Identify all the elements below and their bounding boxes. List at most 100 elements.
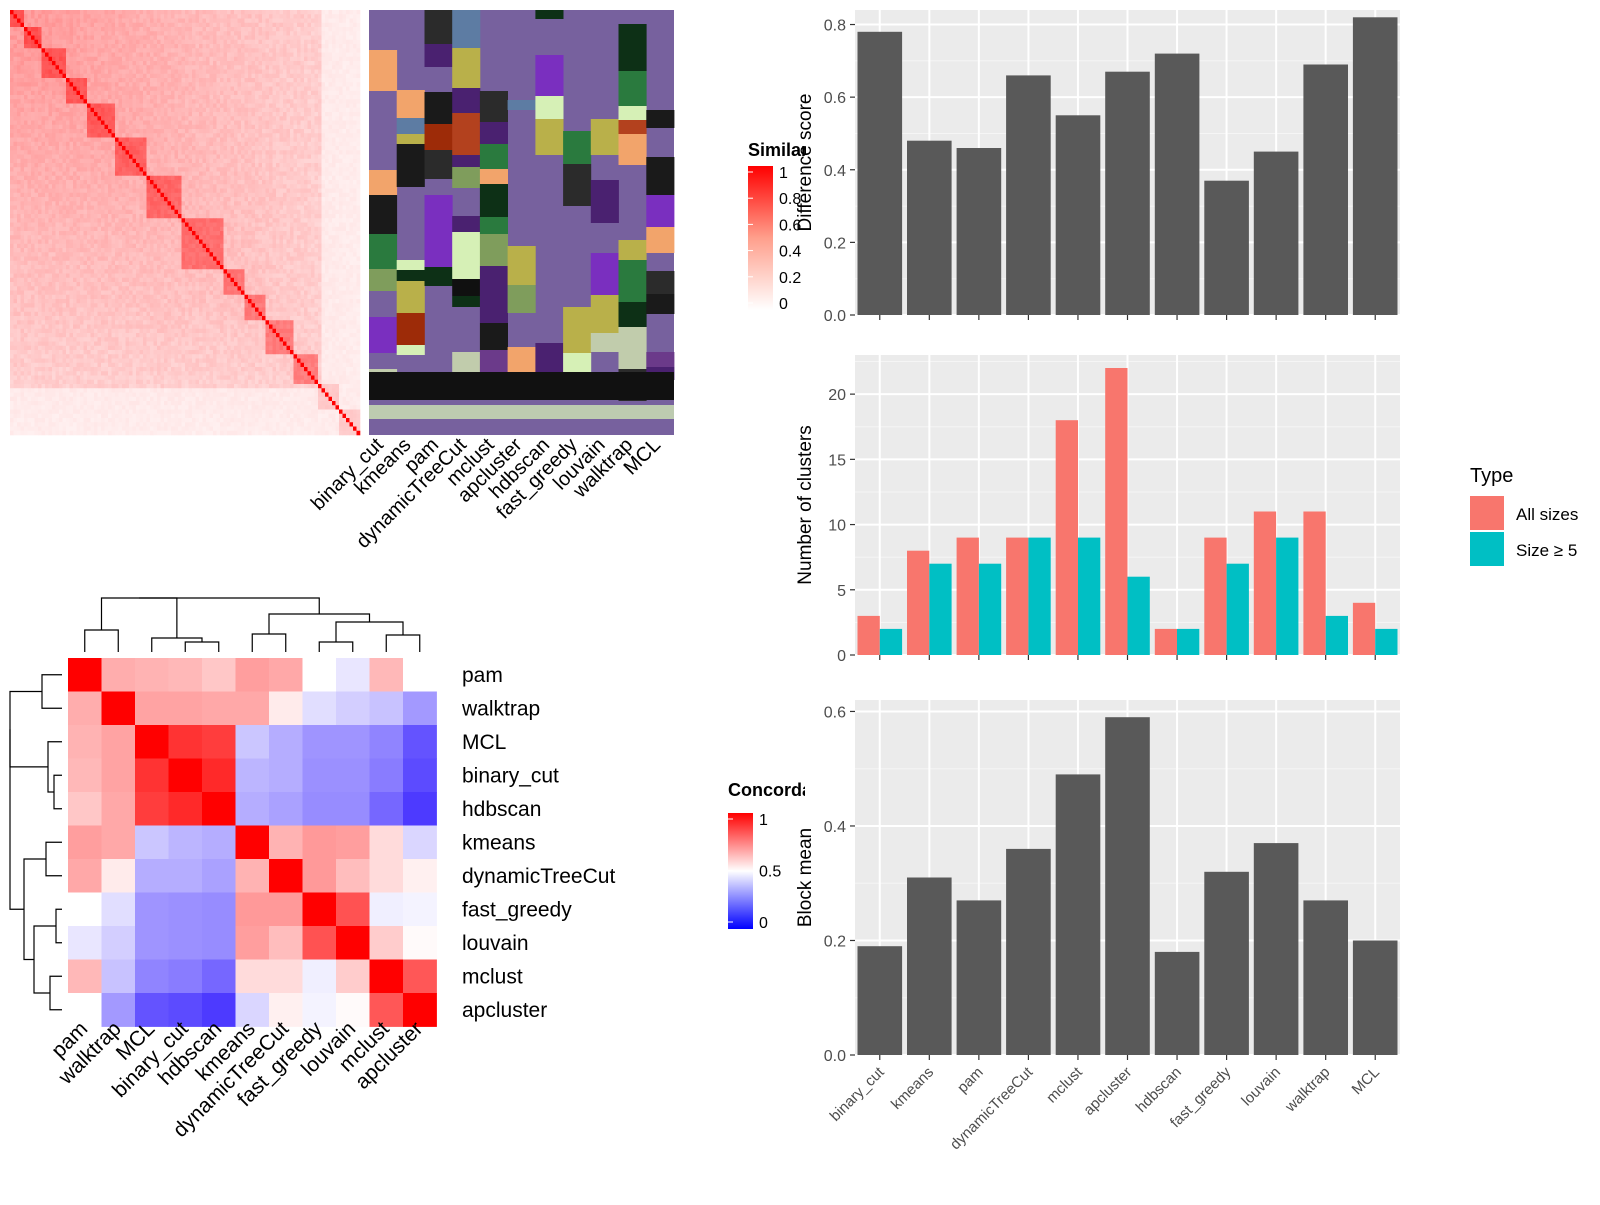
similarity-cell [171,31,175,36]
similarity-cell [230,133,235,138]
similarity-cell [216,214,221,219]
similarity-cell [181,82,186,87]
similarity-cell [178,175,182,181]
similarity-cell [314,22,319,28]
similarity-cell [241,150,245,155]
similarity-cell [31,171,35,177]
similarity-cell [80,73,84,79]
similarity-cell [17,197,21,202]
similarity-cell [223,171,228,177]
similarity-cell [265,205,270,211]
similarity-cell [122,31,126,36]
similarity-cell [185,192,189,198]
similarity-cell [314,18,319,24]
similarity-cell [188,90,193,96]
similarity-cell [283,175,287,181]
similarity-cell [216,205,221,211]
similarity-cell [244,141,249,147]
similarity-cell [325,214,329,219]
similarity-cell [24,22,28,28]
similarity-cell [38,163,42,168]
similarity-cell [272,73,277,79]
similarity-cell [174,82,179,87]
similarity-cell [199,209,203,215]
similarity-cell [227,124,231,130]
similarity-cell [164,22,168,28]
similarity-cell [206,175,210,181]
similarity-cell [353,133,357,138]
similarity-cell [66,167,70,172]
similarity-cell [321,137,326,143]
similarity-cell [108,192,112,198]
similarity-cell [59,218,63,223]
similarity-cell [150,22,154,28]
similarity-cell [209,184,214,189]
similarity-cell [139,78,144,83]
similarity-cell [157,184,161,189]
similarity-cell [276,124,280,130]
similarity-cell [20,61,25,66]
similarity-cell [262,197,266,202]
similarity-cell [69,22,74,28]
similarity-cell [136,56,140,62]
similarity-cell [290,192,294,198]
similarity-cell [94,22,98,28]
similarity-cell [258,205,263,211]
similarity-cell [164,86,168,92]
similarity-cell [332,103,336,109]
similarity-cell [52,209,56,215]
similarity-cell [325,27,329,32]
similarity-cell [276,14,280,19]
similarity-cell [335,124,340,130]
similarity-cell [69,188,74,194]
similarity-cell [20,48,25,53]
similarity-cell [290,188,294,194]
similarity-cell [167,141,172,147]
similarity-cell [132,150,137,155]
similarity-cell [276,154,280,160]
similarity-cell [307,209,312,215]
similarity-cell [17,44,21,49]
similarity-cell [220,163,224,168]
similarity-cell [10,209,14,215]
similarity-cell [244,184,249,189]
similarity-cell [104,31,109,36]
similarity-cell [62,184,67,189]
similarity-cell [59,188,63,194]
similarity-cell [195,44,200,49]
similarity-cell [195,205,200,211]
similarity-cell [269,129,273,134]
similarity-cell [227,14,231,19]
similarity-cell [76,90,81,96]
similarity-cell [139,158,144,164]
similarity-cell [318,129,322,134]
similarity-cell [195,56,200,62]
similarity-cell [143,78,147,83]
similarity-cell [349,205,354,211]
similarity-cell [41,39,46,45]
similarity-cell [223,95,228,100]
similarity-cell [297,137,301,143]
similarity-cell [209,201,214,206]
similarity-cell [185,39,189,45]
similarity-cell [356,39,361,45]
similarity-cell [258,35,263,41]
similarity-cell [83,112,88,117]
similarity-cell [230,205,235,211]
similarity-cell [248,99,252,104]
similarity-cell [244,180,249,185]
similarity-cell [143,112,147,117]
similarity-cell [104,10,109,15]
similarity-cell [150,18,154,24]
similarity-cell [48,171,53,177]
similarity-cell [87,197,91,202]
similarity-cell [300,205,305,211]
similarity-cell [304,95,308,100]
similarity-cell [293,27,298,32]
similarity-cell [143,95,147,100]
similarity-cell [251,99,256,104]
similarity-cell [66,18,70,24]
similarity-cell [195,14,200,19]
similarity-cell [38,99,42,104]
similarity-cell [283,150,287,155]
